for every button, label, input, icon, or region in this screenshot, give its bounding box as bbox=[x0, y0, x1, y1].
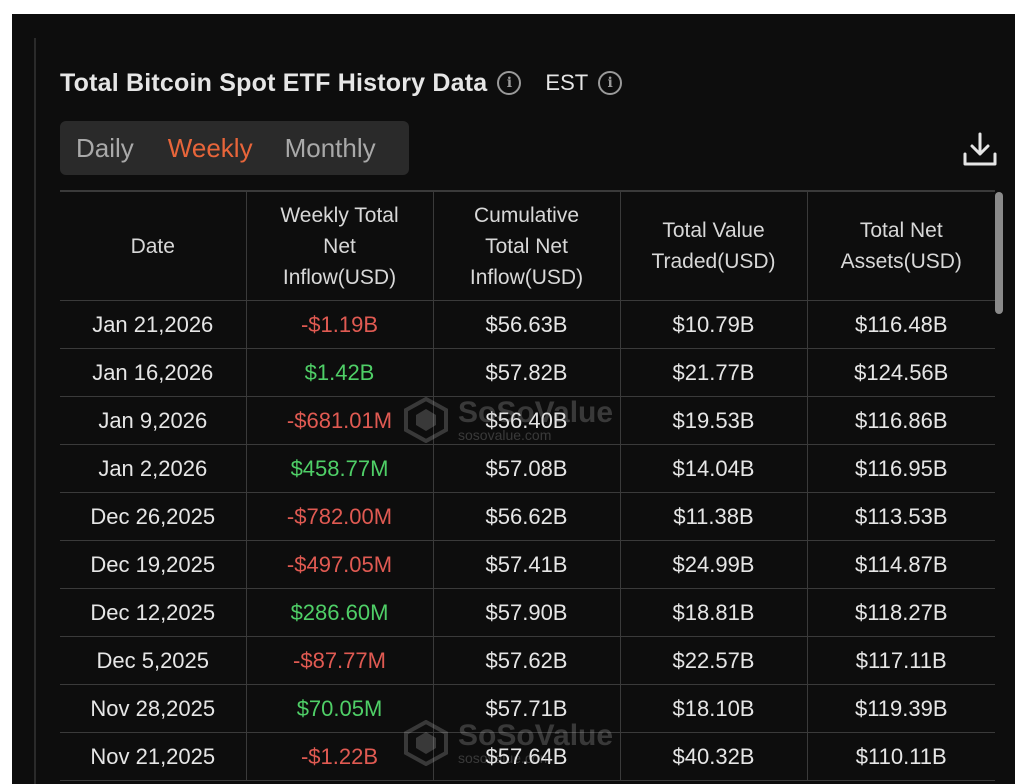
weekly-net-inflow-cell: $286.60M bbox=[245, 588, 434, 637]
scrollbar[interactable] bbox=[995, 192, 1003, 314]
total-value-traded-cell: $21.77B bbox=[619, 348, 808, 397]
date-cell: Dec 5,2025 bbox=[60, 636, 247, 685]
date-cell: Jan 16,2026 bbox=[60, 348, 247, 397]
total-value-traded-cell: $40.32B bbox=[619, 732, 808, 781]
cumulative-net-inflow-cell: $57.41B bbox=[432, 540, 621, 589]
column-header-cumulative-net-inflow[interactable]: Cumulative Total Net Inflow(USD) bbox=[432, 190, 621, 301]
cumulative-net-inflow-cell: $56.63B bbox=[432, 300, 621, 349]
total-value-traded-cell: $22.57B bbox=[619, 636, 808, 685]
weekly-net-inflow-cell: -$87.77M bbox=[245, 636, 434, 685]
total-net-assets-cell: $113.53B bbox=[806, 492, 995, 541]
column-header-date[interactable]: Date bbox=[60, 190, 247, 301]
weekly-net-inflow-cell: -$1.22B bbox=[245, 732, 434, 781]
column-header-total-value-traded[interactable]: Total Value Traded(USD) bbox=[619, 190, 808, 301]
column-header-weekly-net-inflow[interactable]: Weekly Total Net Inflow(USD) bbox=[245, 190, 434, 301]
cumulative-net-inflow-cell: $57.64B bbox=[432, 732, 621, 781]
table-row[interactable]: Dec 5,2025 -$87.77M $57.62B $22.57B $117.11B bbox=[60, 636, 995, 685]
divider bbox=[34, 38, 36, 784]
total-net-assets-cell: $124.56B bbox=[806, 348, 995, 397]
total-value-traded-cell: $18.81B bbox=[619, 588, 808, 637]
period-tabs: Daily Weekly Monthly bbox=[60, 121, 409, 175]
total-net-assets-cell: $116.86B bbox=[806, 396, 995, 445]
table-header-row: Date Weekly Total Net Inflow(USD) Cumula… bbox=[60, 190, 995, 301]
total-value-traded-cell: $11.38B bbox=[619, 492, 808, 541]
history-table: Date Weekly Total Net Inflow(USD) Cumula… bbox=[60, 190, 995, 781]
weekly-net-inflow-cell: -$681.01M bbox=[245, 396, 434, 445]
total-value-traded-cell: $19.53B bbox=[619, 396, 808, 445]
total-net-assets-cell: $110.11B bbox=[806, 732, 995, 781]
date-cell: Nov 28,2025 bbox=[60, 684, 247, 733]
table-row[interactable]: Nov 21,2025 -$1.22B $57.64B $40.32B $110.11B bbox=[60, 732, 995, 781]
timezone-info-icon[interactable]: i bbox=[598, 71, 623, 95]
total-net-assets-cell: $119.39B bbox=[806, 684, 995, 733]
weekly-net-inflow-cell: -$782.00M bbox=[245, 492, 434, 541]
cumulative-net-inflow-cell: $57.82B bbox=[432, 348, 621, 397]
table-row[interactable]: Jan 2,2026 $458.77M $57.08B $14.04B $116.95B bbox=[60, 444, 995, 493]
total-net-assets-cell: $116.95B bbox=[806, 444, 995, 493]
timezone-label: EST bbox=[545, 70, 589, 95]
header: Total Bitcoin Spot ETF History Data i ES… bbox=[60, 66, 623, 100]
total-net-assets-cell: $114.87B bbox=[806, 540, 995, 589]
total-value-traded-cell: $24.99B bbox=[619, 540, 808, 589]
table-row[interactable]: Dec 26,2025 -$782.00M $56.62B $11.38B $113.5… bbox=[60, 492, 995, 541]
date-cell: Jan 9,2026 bbox=[60, 396, 247, 445]
download-icon[interactable] bbox=[960, 130, 1000, 170]
table-row[interactable]: Dec 12,2025 $286.60M $57.90B $18.81B $118.27… bbox=[60, 588, 995, 637]
info-icon[interactable]: i bbox=[497, 71, 522, 95]
tab-daily[interactable]: Daily bbox=[76, 132, 134, 163]
table-row[interactable]: Jan 21,2026 -$1.19B $56.63B $10.79B $116.48B bbox=[60, 300, 995, 349]
weekly-net-inflow-cell: -$1.19B bbox=[245, 300, 434, 349]
cumulative-net-inflow-cell: $56.62B bbox=[432, 492, 621, 541]
total-net-assets-cell: $116.48B bbox=[806, 300, 995, 349]
table-row[interactable]: Jan 16,2026 $1.42B $57.82B $21.77B $124.56B bbox=[60, 348, 995, 397]
weekly-net-inflow-cell: -$497.05M bbox=[245, 540, 434, 589]
table-row[interactable]: Nov 28,2025 $70.05M $57.71B $18.10B $119.39B bbox=[60, 684, 995, 733]
tab-weekly[interactable]: Weekly bbox=[167, 132, 253, 163]
cumulative-net-inflow-cell: $56.40B bbox=[432, 396, 621, 445]
etf-panel: Total Bitcoin Spot ETF History Data i ES… bbox=[12, 14, 1015, 784]
cumulative-net-inflow-cell: $57.08B bbox=[432, 444, 621, 493]
total-value-traded-cell: $18.10B bbox=[619, 684, 808, 733]
tab-monthly[interactable]: Monthly bbox=[284, 132, 376, 163]
weekly-net-inflow-cell: $70.05M bbox=[245, 684, 434, 733]
table-row[interactable]: Jan 9,2026 -$681.01M $56.40B $19.53B $116.86… bbox=[60, 396, 995, 445]
date-cell: Jan 2,2026 bbox=[60, 444, 247, 493]
total-net-assets-cell: $117.11B bbox=[806, 636, 995, 685]
date-cell: Dec 12,2025 bbox=[60, 588, 247, 637]
date-cell: Jan 21,2026 bbox=[60, 300, 247, 349]
column-header-total-net-assets[interactable]: Total Net Assets(USD) bbox=[806, 190, 995, 301]
date-cell: Nov 21,2025 bbox=[60, 732, 247, 781]
date-cell: Dec 26,2025 bbox=[60, 492, 247, 541]
history-table-container: Date Weekly Total Net Inflow(USD) Cumula… bbox=[60, 190, 995, 784]
table-row[interactable]: Dec 19,2025 -$497.05M $57.41B $24.99B $114.8… bbox=[60, 540, 995, 589]
cumulative-net-inflow-cell: $57.90B bbox=[432, 588, 621, 637]
cumulative-net-inflow-cell: $57.62B bbox=[432, 636, 621, 685]
date-cell: Dec 19,2025 bbox=[60, 540, 247, 589]
cumulative-net-inflow-cell: $57.71B bbox=[432, 684, 621, 733]
total-net-assets-cell: $118.27B bbox=[806, 588, 995, 637]
total-value-traded-cell: $10.79B bbox=[619, 300, 808, 349]
page-title: Total Bitcoin Spot ETF History Data bbox=[60, 68, 488, 97]
weekly-net-inflow-cell: $458.77M bbox=[245, 444, 434, 493]
total-value-traded-cell: $14.04B bbox=[619, 444, 808, 493]
weekly-net-inflow-cell: $1.42B bbox=[245, 348, 434, 397]
